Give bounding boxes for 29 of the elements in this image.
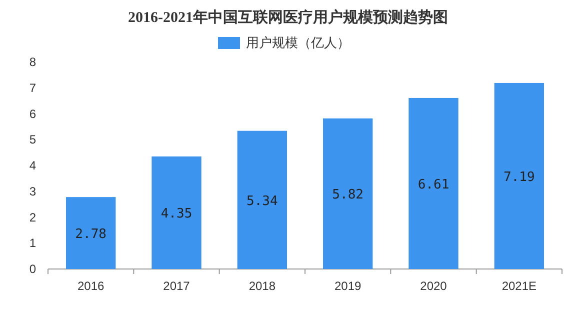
y-tick-label: 7: [29, 80, 36, 95]
data-label: 5.82: [332, 188, 364, 203]
data-label: 6.61: [418, 177, 450, 192]
x-tick-label: 2021E: [502, 279, 537, 293]
x-tick-label: 2019: [334, 279, 362, 293]
y-tick-label: 4: [29, 158, 36, 172]
data-label: 7.19: [504, 170, 535, 185]
x-tick-label: 2017: [163, 279, 190, 293]
y-tick-label: 2: [29, 210, 36, 224]
y-tick-label: 8: [29, 55, 36, 69]
bar: [152, 156, 202, 269]
bar: [66, 197, 116, 269]
bar: [322, 118, 373, 269]
data-label: 4.35: [160, 206, 192, 222]
x-tick-label: 2018: [248, 279, 276, 293]
y-tick-label: 5: [29, 132, 36, 147]
legend-label: 用户规模（亿人）: [246, 35, 350, 50]
y-tick-label: 1: [29, 236, 36, 250]
bar: [408, 98, 458, 269]
x-tick-label: 2020: [420, 279, 448, 293]
y-tick-label: 0: [29, 262, 36, 276]
bar: [237, 130, 288, 269]
data-label: 2.78: [75, 227, 106, 242]
y-tick-label: 3: [29, 184, 36, 198]
data-label: 5.34: [246, 194, 278, 209]
x-tick-label: 2016: [77, 279, 105, 293]
chart-title: 2016-2021年中国互联网医疗用户规模预测趋势图: [128, 8, 448, 26]
bar: [494, 82, 544, 269]
y-tick-label: 6: [29, 106, 36, 121]
